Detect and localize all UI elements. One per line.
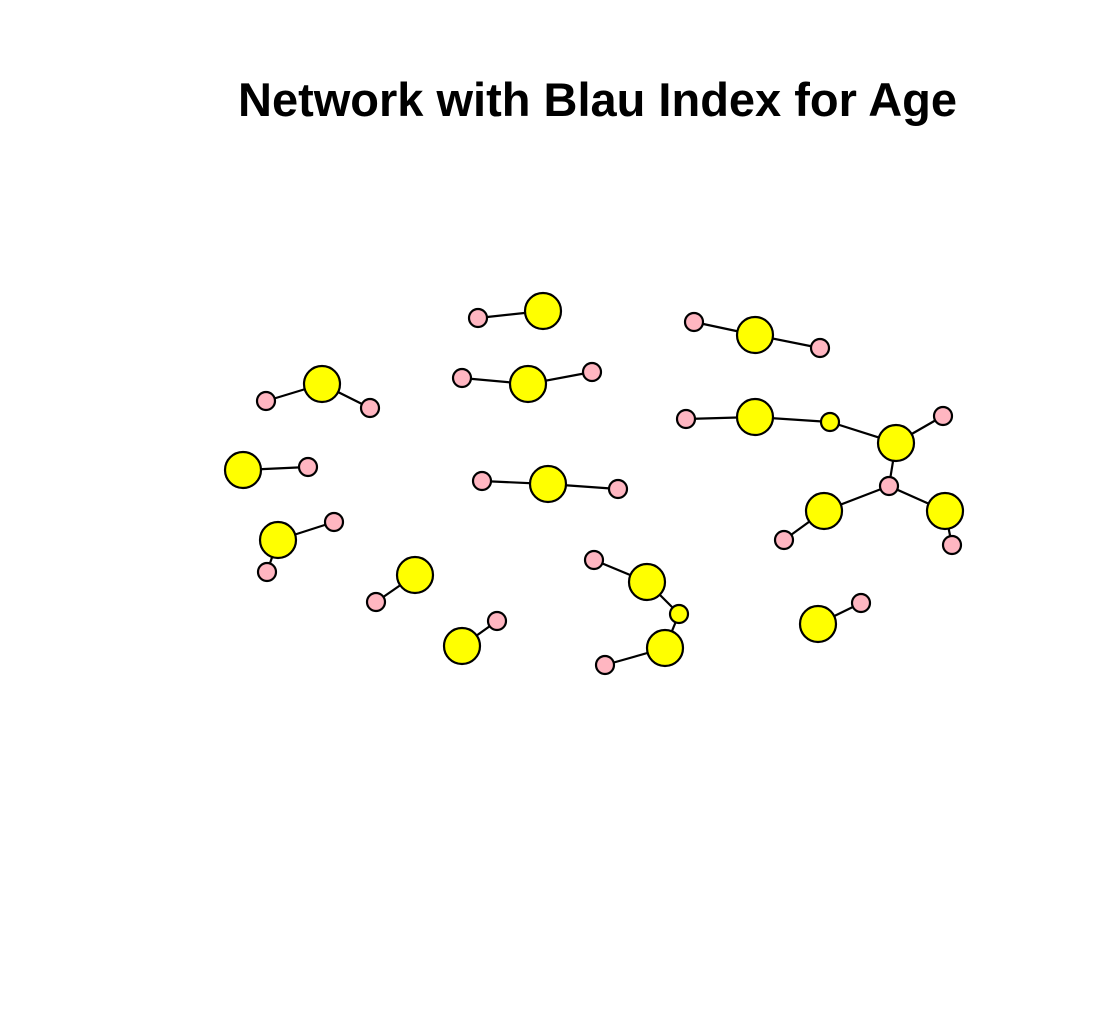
network-node-pink	[594, 654, 616, 676]
network-node-yellow	[876, 423, 916, 463]
network-node-yellow	[395, 555, 435, 595]
network-node-yellow	[804, 491, 844, 531]
network-node-pink	[359, 397, 381, 419]
network-node-pink	[683, 311, 705, 333]
network-node-yellow	[627, 562, 667, 602]
network-node-pink	[581, 361, 603, 383]
network-node-yellow	[442, 626, 482, 666]
network-node-pink	[583, 549, 605, 571]
network-node-yellow	[645, 628, 685, 668]
network-node-yellow	[668, 603, 690, 625]
network-node-yellow	[798, 604, 838, 644]
network-node-pink	[932, 405, 954, 427]
network-node-yellow	[925, 491, 965, 531]
network-node-pink	[365, 591, 387, 613]
network-node-yellow	[508, 364, 548, 404]
network-node-yellow	[735, 397, 775, 437]
network-node-yellow	[523, 291, 563, 331]
network-node-pink	[941, 534, 963, 556]
network-node-yellow	[223, 450, 263, 490]
network-node-pink	[256, 561, 278, 583]
network-node-pink	[467, 307, 489, 329]
network-node-pink	[809, 337, 831, 359]
nodes-layer	[223, 291, 965, 676]
plot-title: Network with Blau Index for Age	[238, 73, 957, 126]
network-node-yellow	[819, 411, 841, 433]
network-node-pink	[486, 610, 508, 632]
network-node-pink	[850, 592, 872, 614]
network-node-pink	[773, 529, 795, 551]
network-node-yellow	[302, 364, 342, 404]
network-node-yellow	[258, 520, 298, 560]
network-node-pink	[878, 475, 900, 497]
network-node-pink	[471, 470, 493, 492]
network-node-pink	[323, 511, 345, 533]
network-node-pink	[255, 390, 277, 412]
network-node-pink	[451, 367, 473, 389]
network-node-yellow	[735, 315, 775, 355]
network-node-pink	[607, 478, 629, 500]
network-node-yellow	[528, 464, 568, 504]
network-node-pink	[297, 456, 319, 478]
network-node-pink	[675, 408, 697, 430]
